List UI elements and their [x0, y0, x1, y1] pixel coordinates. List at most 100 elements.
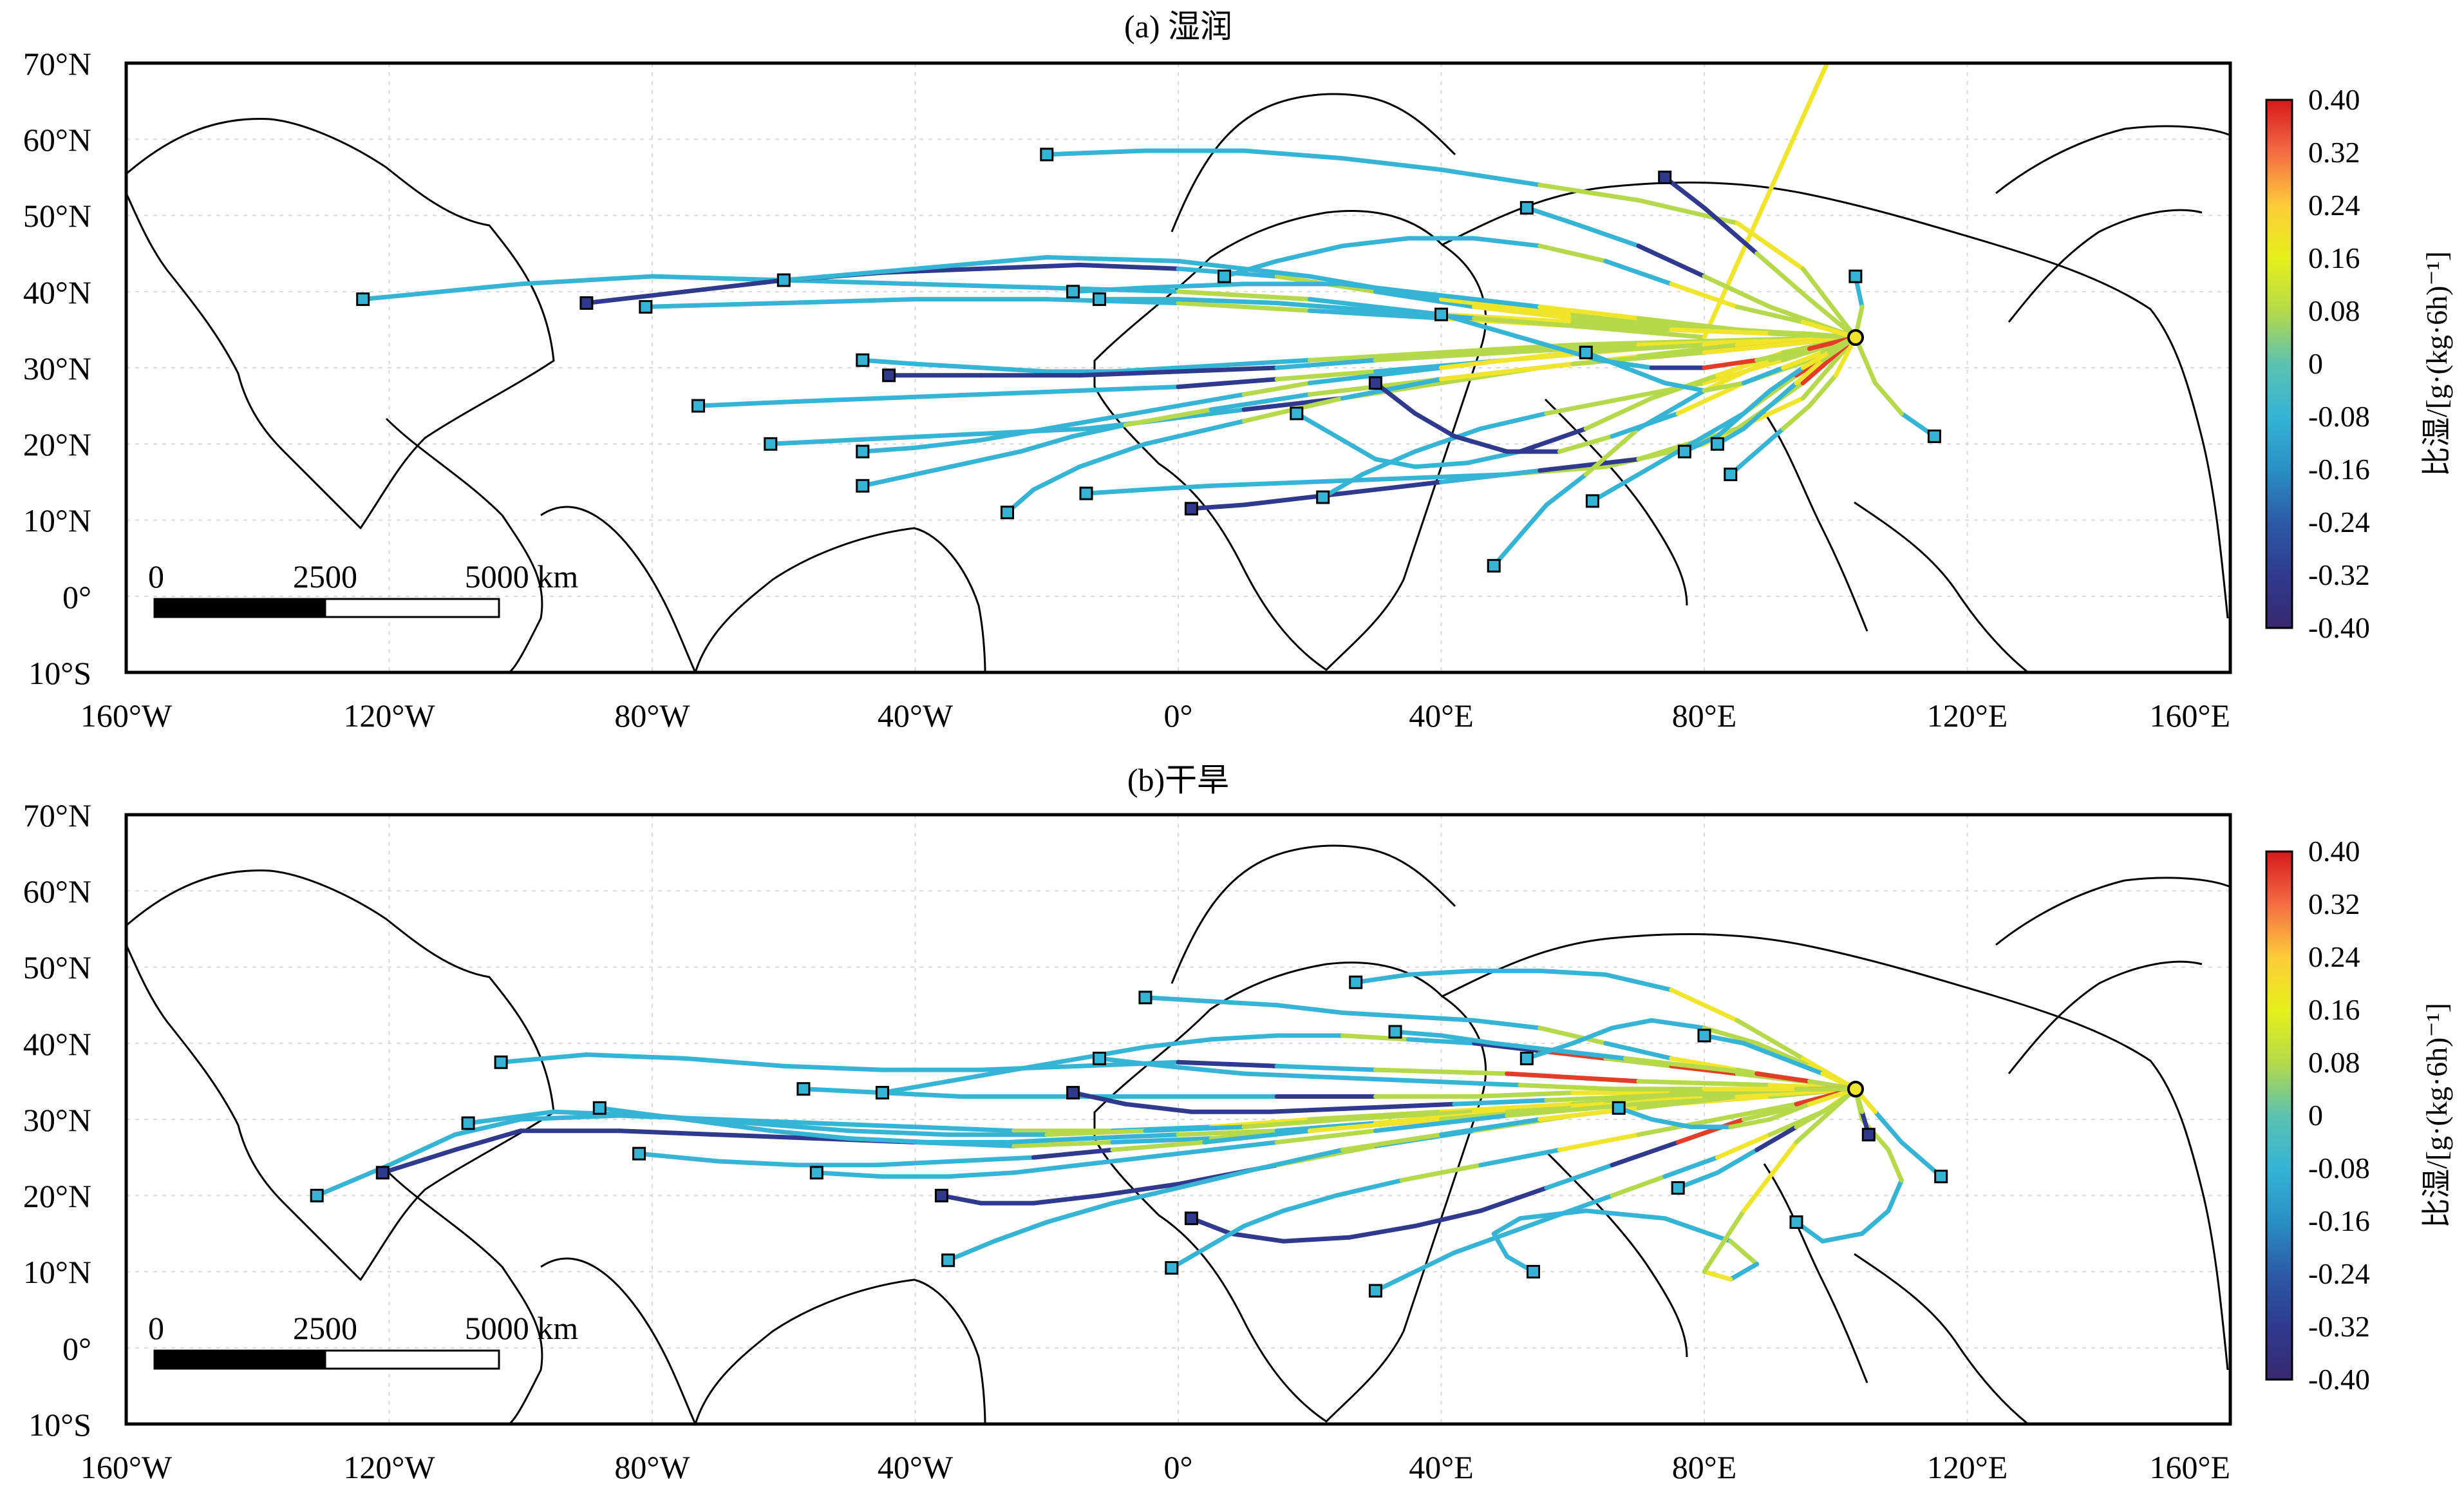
- trajectory-segment: [1570, 1025, 1615, 1046]
- trajectory-segment: [1413, 461, 1470, 470]
- trajectory-segment: [1176, 1059, 1279, 1068]
- trajectory-segment: [1800, 266, 1858, 340]
- trajectory-segment: [1873, 1109, 1904, 1144]
- trajectory-segment: [1340, 236, 1411, 249]
- trajectory-segment: [1505, 343, 1641, 355]
- trajectory-segment: [1176, 365, 1279, 374]
- colorbar-tick: -0.40: [2308, 1363, 2370, 1396]
- trajectory-origin-marker: [1184, 502, 1198, 516]
- trajectory-segment: [1689, 1063, 1760, 1076]
- trajectory-segment: [1333, 1178, 1404, 1198]
- trajectory-segment: [1439, 1117, 1543, 1137]
- trajectory-origin-marker: [1519, 201, 1534, 215]
- trajectory-segment: [1208, 479, 1312, 488]
- trajectory-segment: [1478, 411, 1549, 432]
- trajectory-segment: [1886, 1147, 1904, 1183]
- trajectory-segment: [1603, 258, 1674, 287]
- colorbar-tick: 0.32: [2308, 136, 2360, 169]
- trajectory-segment: [1393, 1029, 1444, 1038]
- y-tick: 10°N: [23, 502, 91, 538]
- y-tick: 10°N: [23, 1254, 91, 1290]
- trajectory-segment: [1570, 343, 1707, 355]
- trajectory-segment: [1741, 1140, 1799, 1213]
- trajectory-origin-marker: [934, 1188, 948, 1202]
- panel-b-origins: [310, 975, 1948, 1298]
- trajectory-segment: [913, 437, 984, 450]
- trajectory-segment: [860, 445, 917, 454]
- y-tick: 10°S: [28, 1407, 91, 1443]
- y-tick: 20°N: [23, 1178, 91, 1214]
- trajectory-segment: [1005, 426, 1089, 435]
- trajectory-segment: [1873, 381, 1904, 416]
- trajectory-segment: [1307, 308, 1444, 321]
- trajectory-origin-marker: [1861, 1128, 1876, 1142]
- y-tick: 0°: [62, 1331, 91, 1367]
- trajectory-segment: [1702, 1208, 1746, 1274]
- trajectory-segment: [1807, 373, 1838, 408]
- x-tick: 0°: [1164, 698, 1193, 734]
- trajectory-segment: [1570, 220, 1641, 249]
- trajectory-origin-marker: [1487, 558, 1501, 573]
- trajectory-segment: [1208, 999, 1279, 1008]
- trajectory-origin-marker: [856, 353, 870, 367]
- trajectory-segment: [1143, 1037, 1214, 1050]
- trajectory-segment: [768, 1128, 852, 1141]
- trajectory-segment: [1176, 301, 1312, 313]
- trajectory-segment: [847, 1128, 951, 1137]
- colorbar-tick: 0.08: [2308, 1046, 2360, 1079]
- trajectory-segment: [1741, 388, 1773, 416]
- trajectory-segment: [1669, 987, 1740, 1023]
- trajectory-segment: [1274, 1003, 1345, 1015]
- trajectory-origin-marker: [1368, 1284, 1382, 1298]
- y-tick: 40°N: [23, 274, 91, 310]
- trajectory-segment: [1274, 301, 1378, 313]
- colorbar-tick: 0.40: [2308, 83, 2360, 116]
- trajectory-segment: [781, 297, 917, 305]
- panel-b-gridlines: [126, 815, 2230, 1424]
- colorbar-tick: 0.40: [2308, 835, 2360, 868]
- trajectory-segment: [1373, 289, 1477, 309]
- panel-b-colorbar: 0.40 0.32 0.24 0.16 0.08 0 -0.08 -0.16 -…: [2265, 835, 2453, 1396]
- trajectory-segment: [1669, 1063, 1740, 1076]
- trajectory-segment: [1011, 1056, 1082, 1072]
- colorbar-tick: -0.32: [2308, 558, 2370, 591]
- trajectory-segment: [1274, 357, 1378, 370]
- panel-a-x-axis: 160°W 120°W 80°W 40°W 0° 40°E 80°E 120°E…: [80, 698, 2230, 734]
- trajectory-segment: [643, 301, 786, 309]
- trajectory-segment: [1669, 327, 1773, 336]
- trajectory-segment: [1281, 1235, 1351, 1244]
- trajectory-segment: [1649, 1117, 1694, 1130]
- trajectory-segment: [1623, 1056, 1694, 1068]
- y-tick: 60°N: [23, 873, 91, 909]
- trajectory-segment: [946, 1239, 997, 1263]
- trajectory-segment: [781, 266, 917, 283]
- panel-a-target-site: [1847, 329, 1864, 346]
- trajectory-segment: [1702, 274, 1773, 309]
- trajectory-segment: [952, 1155, 1036, 1164]
- scale-bar-label-0: 0: [148, 1310, 164, 1346]
- trajectory-segment: [1406, 968, 1477, 977]
- colorbar-tick: 0: [2308, 347, 2323, 380]
- trajectory-segment: [1274, 243, 1345, 263]
- x-tick: 120°E: [1927, 698, 2008, 734]
- trajectory-segment: [748, 1121, 852, 1134]
- trajectory-segment: [1281, 1193, 1339, 1213]
- trajectory-origin-marker: [1388, 1025, 1402, 1039]
- trajectory-segment: [1767, 1101, 1812, 1122]
- trajectory-segment: [1649, 1018, 1707, 1030]
- y-tick: 70°N: [23, 797, 91, 833]
- trajectory-origin-marker: [1066, 285, 1080, 299]
- trajectory-segment: [1728, 1239, 1760, 1267]
- trajectory-origin-marker: [579, 296, 594, 310]
- trajectory-segment: [1143, 419, 1246, 446]
- colorbar-tick: 0.24: [2308, 940, 2360, 973]
- trajectory-segment: [1097, 1056, 1168, 1068]
- trajectory-segment: [814, 1170, 885, 1179]
- trajectory-segment: [1031, 464, 1082, 492]
- trajectory-segment: [1478, 1147, 1562, 1168]
- trajectory-segment: [1735, 1018, 1805, 1061]
- trajectory-segment: [1728, 1117, 1773, 1130]
- trajectory-segment: [682, 1056, 786, 1068]
- x-tick: 40°W: [878, 1449, 954, 1485]
